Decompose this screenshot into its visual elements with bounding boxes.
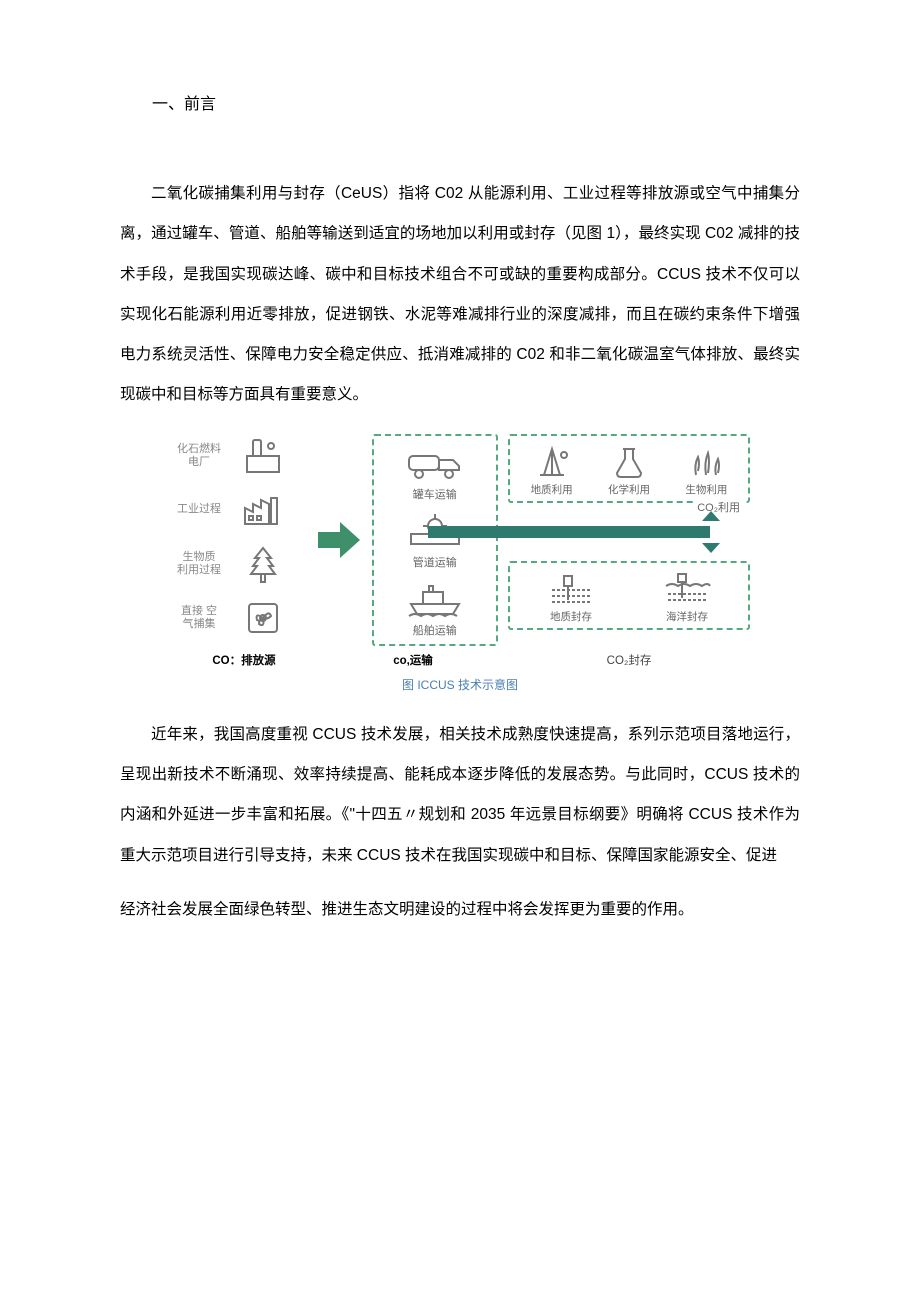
storage-geological: 地质封存 xyxy=(516,571,626,624)
truck-icon xyxy=(405,444,465,484)
diagram-transport-column: 罐车运输 管道运输 船舶运输 xyxy=(372,434,498,646)
paragraph-continuation: 经济社会发展全面绿色转型、推进生态文明建设的过程中将会发挥更为重要的作用。 xyxy=(120,890,800,930)
util-label: 地质利用 xyxy=(531,482,573,497)
source-fossil-plant: 化石燃料电厂 xyxy=(170,434,306,478)
tree-icon xyxy=(236,542,290,586)
ocean-storage-icon xyxy=(662,571,712,607)
source-label: 化石燃料电厂 xyxy=(170,443,228,469)
source-label: 直接 空气捕集 xyxy=(170,605,228,631)
diagram-caption: 图 ICCUS 技术示意图 xyxy=(120,676,800,693)
source-label: 工业过程 xyxy=(170,503,228,516)
rig-icon xyxy=(532,444,572,480)
diagram-utilization-box: 地质利用 化学利用 生物利用 xyxy=(508,434,750,503)
factory-icon xyxy=(236,488,290,532)
util-label: 生物利用 xyxy=(685,482,727,497)
transport-label: 船舶运输 xyxy=(413,622,457,638)
transport-pipeline: 管道运输 xyxy=(380,512,490,570)
footer-source: CO：排放源 xyxy=(170,652,318,668)
paragraph-development: 近年来，我国高度重视 CCUS 技术发展，相关技术成熟度快速提高，系列示范项目落… xyxy=(120,715,800,876)
flow-arrow-icon xyxy=(316,520,362,560)
paragraph-intro: 二氧化碳捕集利用与封存（CeUS）指将 C02 从能源利用、工业过程等排放源或空… xyxy=(120,174,800,416)
transport-label: 管道运输 xyxy=(413,554,457,570)
ccus-diagram: 化石燃料电厂 工业过程 生物质利用过程 直接 空气捕集 xyxy=(170,434,750,668)
diagram-sources-column: 化石燃料电厂 工业过程 生物质利用过程 直接 空气捕集 xyxy=(170,434,306,646)
transport-label: 罐车运输 xyxy=(413,486,457,502)
transport-ship: 船舶运输 xyxy=(380,580,490,638)
fan-icon xyxy=(236,596,290,640)
section-heading: 一、前言 xyxy=(120,90,800,114)
util-biological: 生物利用 xyxy=(671,444,742,497)
teal-distribution-pipe xyxy=(508,515,750,549)
footer-storage: CO₂封存 xyxy=(508,652,750,668)
util-geological: 地质利用 xyxy=(516,444,587,497)
util-label: 化学利用 xyxy=(608,482,650,497)
footer-transport: co,运输 xyxy=(318,652,508,668)
flask-icon xyxy=(609,444,649,480)
storage-label: 海洋封存 xyxy=(666,609,708,624)
plant-icon xyxy=(236,434,290,478)
source-label: 生物质利用过程 xyxy=(170,551,228,577)
source-dac: 直接 空气捕集 xyxy=(170,596,306,640)
source-industrial: 工业过程 xyxy=(170,488,306,532)
diagram-group-footers: CO：排放源 co,运输 CO₂封存 xyxy=(170,652,750,668)
storage-ocean: 海洋封存 xyxy=(632,571,742,624)
algae-icon xyxy=(686,444,726,480)
geo-storage-icon xyxy=(546,571,596,607)
ship-icon xyxy=(405,580,465,620)
source-biomass: 生物质利用过程 xyxy=(170,542,306,586)
diagram-storage-box: 地质封存 海洋封存 xyxy=(508,561,750,630)
diagram-right-column: 地质利用 化学利用 生物利用 CO₂利用 xyxy=(508,434,750,646)
util-chemical: 化学利用 xyxy=(593,444,664,497)
transport-truck: 罐车运输 xyxy=(380,444,490,502)
storage-label: 地质封存 xyxy=(550,609,592,624)
